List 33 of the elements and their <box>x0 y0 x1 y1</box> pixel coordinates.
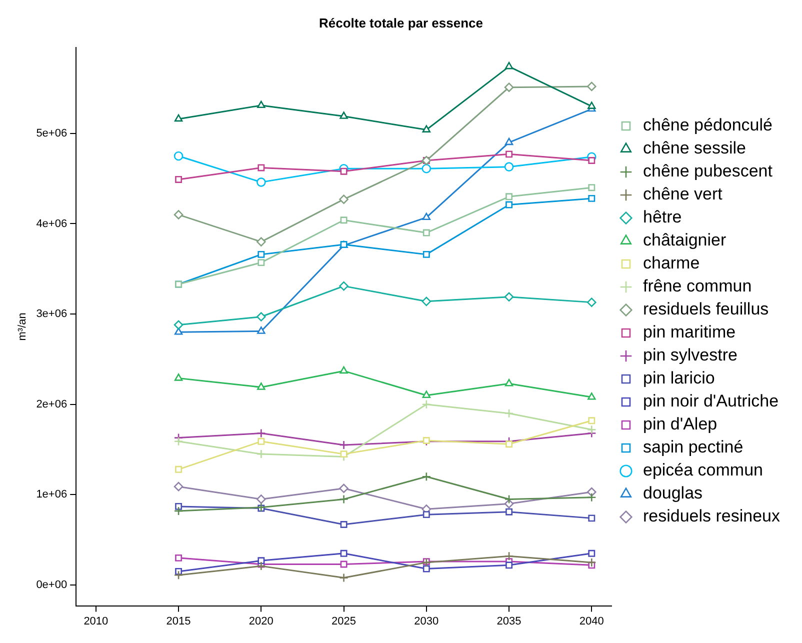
y-tick-label: 2e+06 <box>36 398 68 410</box>
legend-label: pin maritime <box>642 322 736 342</box>
legend-label: frêne commun <box>642 276 752 296</box>
legend-label: douglas <box>642 484 703 503</box>
x-tick-label: 2035 <box>496 615 522 628</box>
x-tick-label: 2030 <box>414 615 439 628</box>
y-axis-title: m³/an <box>16 312 29 341</box>
y-tick-label: 5e+06 <box>36 127 68 140</box>
chart-title: Récolte totale par essence <box>318 15 484 30</box>
legend-label: chêne pubescent <box>642 162 773 181</box>
x-tick-label: 2025 <box>332 615 356 628</box>
y-tick-label: 1e+06 <box>36 488 68 501</box>
legend-label: charme <box>642 254 700 273</box>
legend-label: residuels feuillus <box>642 300 769 319</box>
legend-label: epicéa commun <box>642 460 764 480</box>
x-tick-label: 2040 <box>579 615 604 628</box>
legend-label: chêne vert <box>642 184 723 204</box>
legend-label: pin d'Alep <box>642 414 718 434</box>
y-tick-label: 4e+06 <box>36 218 68 230</box>
y-tick-label: 0e+00 <box>36 579 68 592</box>
legend-label: pin noir d'Autriche <box>642 392 779 411</box>
x-tick-label: 2010 <box>84 615 108 628</box>
legend-label: chêne sessile <box>642 138 746 158</box>
x-tick-label: 2020 <box>248 615 274 628</box>
legend-label: hêtre <box>642 208 682 227</box>
y-tick-label: 3e+06 <box>36 308 68 320</box>
legend-label: residuels resineux <box>642 506 780 526</box>
legend-label: sapin pectiné <box>642 438 744 457</box>
legend-label: pin sylvestre <box>642 346 738 365</box>
legend-label: chêne pédonculé <box>642 116 773 135</box>
legend-label: châtaignier <box>642 230 726 250</box>
x-tick-label: 2015 <box>166 615 191 628</box>
legend-label: pin laricio <box>642 368 715 388</box>
